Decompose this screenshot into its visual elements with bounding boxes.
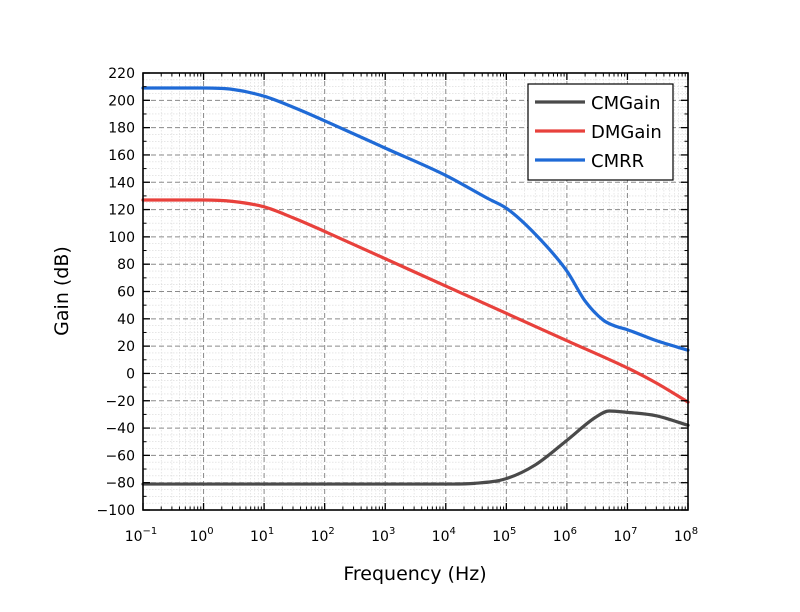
x-tick-label: 10−1 — [125, 526, 158, 545]
x-tick-label: 108 — [674, 526, 698, 545]
legend-label-dmgain: DMGain — [591, 122, 662, 143]
y-tick-label: 20 — [117, 339, 135, 355]
x-tick-label: 102 — [311, 526, 335, 545]
y-tick-label: 200 — [108, 93, 135, 109]
y-tick-label: 120 — [108, 203, 135, 219]
tick-labels: 10−1 100 101 102 103 104 105 106 107 108220200180… — [97, 66, 699, 545]
y-tick-label: 40 — [117, 312, 135, 328]
y-tick-label: −100 — [97, 503, 135, 519]
legend-label-cmgain: CMGain — [591, 93, 661, 114]
x-tick-label: 105 — [492, 526, 516, 545]
x-tick-label: 106 — [553, 526, 577, 545]
y-tick-label: −40 — [105, 421, 135, 437]
y-tick-label: −20 — [105, 394, 135, 410]
legend: CMGain DMGain CMRR — [527, 83, 674, 181]
axis-ticks — [142, 72, 689, 511]
y-tick-label: 140 — [108, 175, 135, 191]
y-axis-title: Gain (dB) — [51, 246, 73, 336]
y-tick-label: 220 — [108, 66, 135, 82]
y-tick-label: 100 — [108, 230, 135, 246]
y-tick-label: −80 — [105, 476, 135, 492]
x-tick-label: 101 — [250, 526, 274, 545]
x-axis-title: Frequency (Hz) — [343, 563, 486, 585]
x-tick-label: 107 — [613, 526, 637, 545]
x-tick-label: 100 — [189, 526, 213, 545]
series-line-dmgain — [141, 198, 690, 404]
x-tick-label: 104 — [432, 526, 456, 545]
y-tick-label: 180 — [108, 121, 135, 137]
y-tick-label: 160 — [108, 148, 135, 164]
legend-label-cmrr: CMRR — [591, 151, 644, 172]
series-lines — [141, 86, 690, 486]
y-tick-label: 0 — [126, 366, 135, 382]
y-tick-label: −60 — [105, 448, 135, 464]
series-line-cmgain — [141, 409, 690, 486]
x-tick-label: 103 — [371, 526, 395, 545]
series-line-cmrr — [141, 86, 690, 352]
y-tick-label: 80 — [117, 257, 135, 273]
y-tick-label: 60 — [117, 285, 135, 301]
